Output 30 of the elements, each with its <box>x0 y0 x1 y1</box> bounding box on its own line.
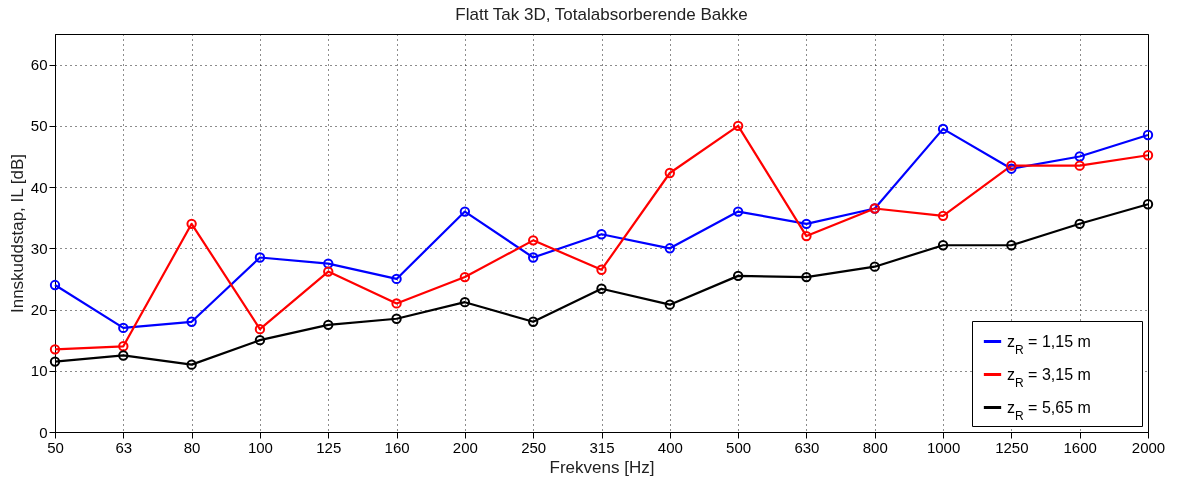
y-tick-label: 10 <box>30 362 48 380</box>
x-tick-label: 250 <box>521 438 547 456</box>
x-tick-label: 160 <box>384 438 410 456</box>
x-tick-label: 1000 <box>926 438 961 456</box>
y-tick-label: 0 <box>39 423 48 441</box>
x-tick-label: 315 <box>589 438 615 456</box>
y-tick-label: 60 <box>30 56 48 74</box>
x-axis-title: Frekvens [Hz] <box>549 457 655 477</box>
x-tick-label: 50 <box>47 438 64 456</box>
x-tick-label: 1250 <box>995 438 1029 456</box>
y-tick-label: 20 <box>30 301 48 319</box>
x-tick-label: 100 <box>247 438 273 456</box>
y-tick-label: 50 <box>30 117 48 135</box>
x-tick-label: 630 <box>794 438 820 456</box>
x-tick-label: 63 <box>115 438 133 456</box>
x-tick-label: 1600 <box>1063 438 1097 456</box>
x-tick-label: 2000 <box>1131 438 1166 456</box>
chart-title: Flatt Tak 3D, Totalabsorberende Bakke <box>455 5 748 24</box>
legend-label: z$_{R}$ = 1,15 m <box>1007 332 1091 357</box>
y-axis-title: Innskuddstap, IL [dB] <box>7 153 27 314</box>
x-tick-label: 200 <box>452 438 478 456</box>
y-tick-label: 30 <box>30 239 48 257</box>
x-tick-label: 500 <box>726 438 752 456</box>
x-tick-label: 80 <box>183 438 201 456</box>
x-tick-label: 800 <box>862 438 888 456</box>
legend-label: z$_{R}$ = 5,65 m <box>1007 398 1091 423</box>
y-tick-label: 40 <box>30 178 48 196</box>
x-tick-label: 125 <box>316 438 342 456</box>
legend-label: z$_{R}$ = 3,15 m <box>1007 365 1091 390</box>
x-tick-label: 400 <box>657 438 683 456</box>
